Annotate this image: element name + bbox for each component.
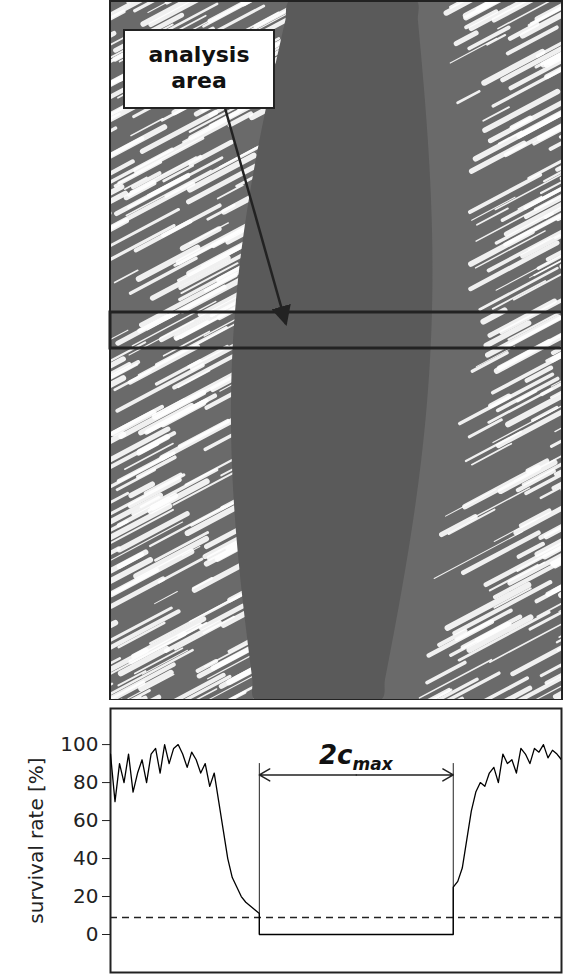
svg-text:80: 80: [73, 770, 98, 794]
svg-text:60: 60: [73, 808, 98, 832]
svg-text:2cmax: 2cmax: [319, 740, 394, 774]
svg-text:survival rate [%]: survival rate [%]: [24, 757, 48, 923]
svg-text:0: 0: [86, 922, 99, 946]
svg-text:20: 20: [73, 884, 98, 908]
svg-text:40: 40: [73, 846, 98, 870]
svg-text:analysisarea: analysisarea: [149, 42, 250, 93]
svg-text:100: 100: [60, 732, 98, 756]
